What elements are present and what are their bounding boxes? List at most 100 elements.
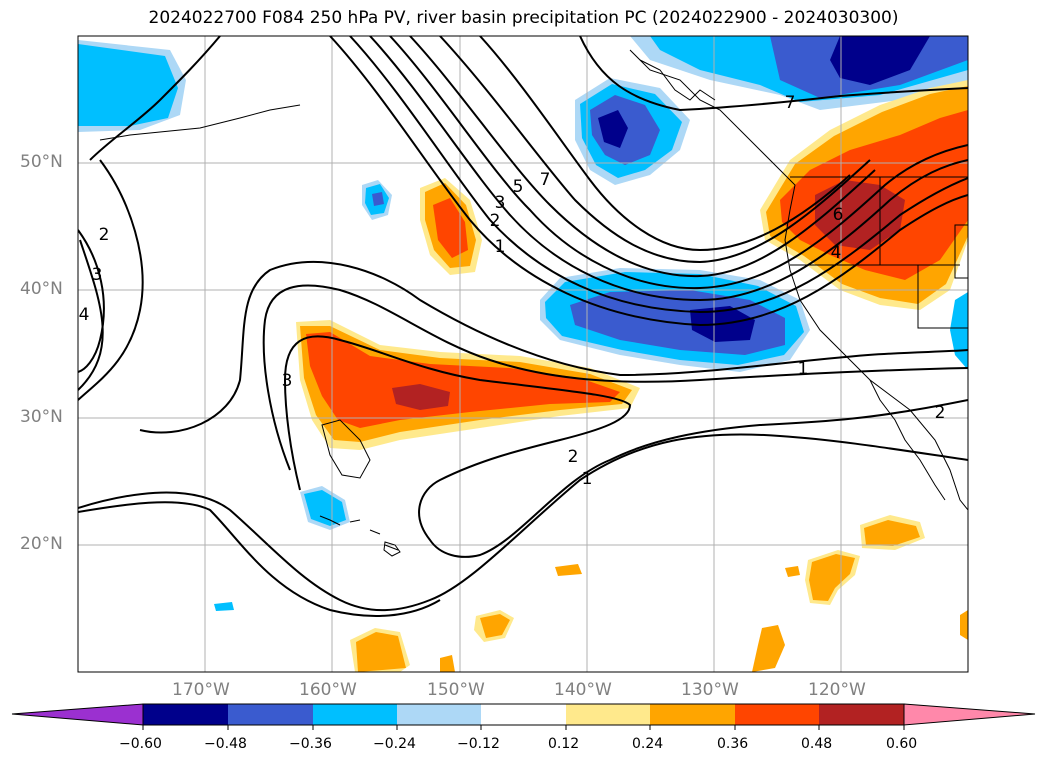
contour-label: 7 <box>540 170 551 190</box>
contour-label: 1 <box>798 359 809 379</box>
colorbar-swatch <box>228 704 313 725</box>
shade-sub-red <box>306 332 620 428</box>
lat-label: 50°N <box>20 152 63 172</box>
coastlines <box>99 49 968 557</box>
pv-contour <box>283 335 968 558</box>
map-plot-area: 7 5 3 2 1 2 3 4 3 6 4 7 1 2 1 2 <box>78 36 968 672</box>
colorbar-extend-right <box>903 703 1036 726</box>
pv-contour <box>89 36 221 161</box>
lon-label: 140°W <box>554 680 612 700</box>
pv-contour <box>78 229 105 373</box>
contour-label: 2 <box>935 403 946 423</box>
colorbar-swatch <box>819 704 904 725</box>
pv-contour <box>409 36 876 278</box>
contour-label: 7 <box>785 93 796 113</box>
contour-label: 3 <box>92 265 103 285</box>
gridlines <box>78 36 968 672</box>
contour-label: 1 <box>495 237 506 257</box>
contour-labels: 7 5 3 2 1 2 3 4 3 6 4 7 1 2 1 2 <box>79 93 946 489</box>
colorbar-tick-label: 0.48 <box>801 736 833 752</box>
lon-label: 150°W <box>427 680 485 700</box>
colorbar-tick-label: 0.36 <box>717 736 749 752</box>
lon-label: 130°W <box>681 680 739 700</box>
lon-label: 170°W <box>172 680 230 700</box>
lat-label: 30°N <box>20 407 63 427</box>
pv-contour <box>369 36 968 302</box>
lon-label: 160°W <box>299 680 357 700</box>
pv-contour <box>329 36 968 327</box>
colorbar-swatch <box>313 704 397 725</box>
contour-label: 2 <box>490 211 501 231</box>
colorbar-frame <box>142 703 905 726</box>
colorbar-tick-label: −0.24 <box>373 736 416 752</box>
pv-contours <box>78 36 968 617</box>
contour-label: 2 <box>99 225 110 245</box>
pv-contour <box>479 36 851 252</box>
shade-nw-mid <box>78 44 178 126</box>
map-title: 2024022700 F084 250 hPa PV, river basin … <box>148 8 899 28</box>
contour-label: 4 <box>79 305 90 325</box>
contour-label: 1 <box>582 469 593 489</box>
coastline-alaska <box>639 59 716 101</box>
shade-blue-small-w <box>214 602 234 611</box>
colorbar-tick-label: 0.60 <box>886 736 918 752</box>
shade-wc-core <box>815 180 905 250</box>
contour-label: 6 <box>833 205 844 225</box>
pv-contour <box>78 159 144 401</box>
pv-contour <box>139 261 968 434</box>
pv-contour <box>349 36 968 314</box>
shade-orange-45n-core <box>433 198 468 258</box>
hawaii-big-island <box>383 541 401 557</box>
shade-orange-se3 <box>752 625 785 672</box>
shade-orange-se1-core <box>809 554 855 601</box>
colorbar-tick-label: −0.60 <box>119 736 162 752</box>
precip-shading <box>78 36 968 672</box>
colorbar-swatch <box>143 704 228 725</box>
coastline-baja <box>869 379 946 501</box>
shade-orange-mid <box>555 564 582 576</box>
lat-label: 20°N <box>20 534 63 554</box>
state-borders <box>790 176 968 329</box>
shade-small-blue-core <box>372 192 384 206</box>
contour-label: 4 <box>831 243 842 263</box>
shade-orange-sw1-core <box>356 632 406 672</box>
pv-contour <box>579 36 968 112</box>
colorbar-tick-label: −0.48 <box>204 736 247 752</box>
colorbar-tick-label: 0.24 <box>632 736 664 752</box>
shade-hawaii-mid <box>304 490 346 526</box>
lat-label: 40°N <box>20 279 63 299</box>
colorbar <box>11 703 1036 730</box>
colorbar-tick-label: 0.12 <box>548 736 580 752</box>
contour-label: 2 <box>568 447 579 467</box>
colorbar-tick-label: −0.36 <box>289 736 332 752</box>
pv-contour <box>439 36 871 264</box>
shade-ne-dark <box>830 36 930 85</box>
contour-label: 3 <box>282 371 293 391</box>
colorbar-swatch <box>566 704 650 725</box>
colorbar-swatch <box>397 704 481 725</box>
pv-contour <box>262 284 968 471</box>
colorbar-swatch <box>650 704 735 725</box>
pv-contour <box>78 501 441 617</box>
colorbar-extend-left <box>11 703 144 726</box>
shade-orange-se4 <box>785 566 800 577</box>
pv-contour <box>78 433 968 612</box>
coastline-aleutians <box>99 104 301 141</box>
shade-orange-se5 <box>960 610 968 640</box>
pv-contour <box>389 36 968 290</box>
shade-goa-dark <box>598 110 628 148</box>
colorbar-swatch <box>735 704 819 725</box>
shade-orange-se2-core <box>864 520 920 546</box>
contour-label: 5 <box>513 177 524 197</box>
shade-sub-core <box>392 384 450 410</box>
shade-orange-sw2-core <box>480 614 510 638</box>
hawaii-islands <box>319 515 399 551</box>
lon-label: 120°W <box>808 680 866 700</box>
shade-orange-tiny <box>440 655 455 672</box>
contour-label: 3 <box>495 193 506 213</box>
island-ring <box>321 419 371 479</box>
colorbar-tick-label: −0.12 <box>457 736 500 752</box>
coastline-north-america <box>629 49 968 511</box>
colorbar-swatch <box>481 704 566 725</box>
